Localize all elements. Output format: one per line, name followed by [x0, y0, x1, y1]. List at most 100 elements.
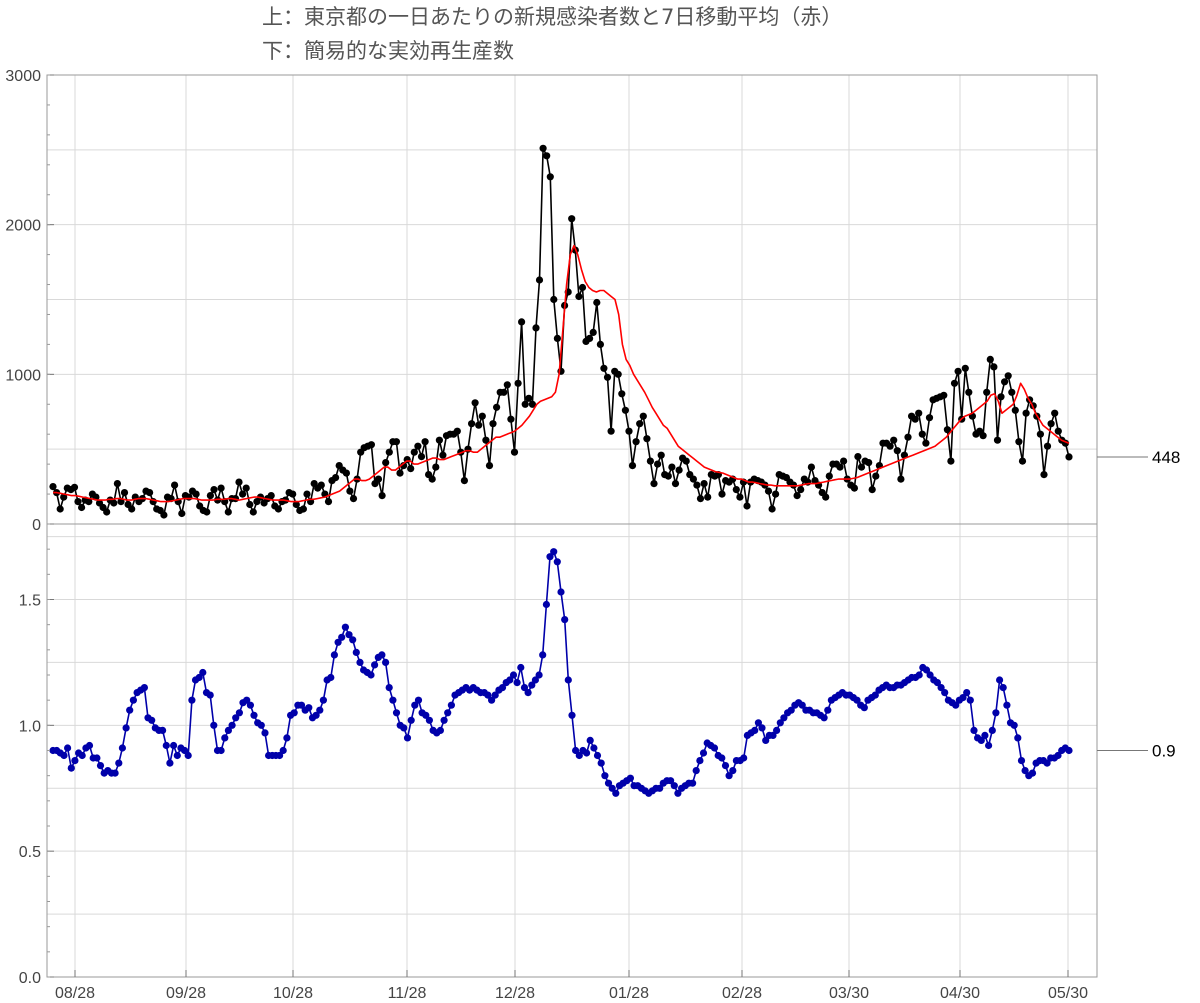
top-series-daily-cases-point-68: [292, 500, 300, 509]
top-series-daily-cases-point-108: [435, 436, 443, 444]
bottom-series-reproduction-number-point-72: [312, 711, 320, 719]
bottom-series-reproduction-number-point-252: [970, 726, 978, 735]
top-series-daily-cases-point-260: [979, 432, 987, 440]
bottom-series-reproduction-number-point-275: [1054, 751, 1062, 760]
bottom-callout-label: 0.9: [1152, 742, 1176, 761]
bottom-series-reproduction-number-point-96: [400, 724, 408, 732]
top-series-daily-cases-point-181: [696, 495, 705, 503]
bottom-series-reproduction-number-point-120: [488, 696, 496, 704]
top-series-daily-cases-point-46: [214, 496, 222, 504]
top-series-daily-cases-point-134: [528, 400, 537, 408]
top-series-daily-cases-point-91: [374, 475, 383, 483]
top-series-daily-cases-point-136: [535, 276, 544, 284]
bottom-series-reproduction-number-point-152: [604, 779, 613, 787]
top-series-daily-cases-point-175: [675, 466, 683, 474]
bottom-series-reproduction-number-point-211: [820, 714, 828, 722]
top-series-daily-cases-point-160: [621, 406, 630, 414]
top-series-daily-cases-point-268: [1008, 388, 1016, 396]
bottom-series-reproduction-number-point-78: [334, 638, 342, 646]
top-series-daily-cases-point-47: [217, 484, 225, 492]
bottom-series-reproduction-number-point-240: [926, 671, 934, 679]
top-series-daily-cases-point-192: [736, 493, 744, 501]
value-callouts: 448 0.9: [1097, 448, 1180, 761]
bottom-series-reproduction-number-point-263: [1010, 721, 1018, 729]
top-series-daily-cases-point-104: [421, 438, 429, 446]
bottom-series-reproduction-number-point-80: [341, 623, 349, 631]
bottom-series-reproduction-number-point-33: [170, 741, 178, 750]
bottom-series-reproduction-number-point-81: [345, 631, 353, 639]
bottom-series-reproduction-number-point-212: [824, 706, 832, 714]
top-series-daily-cases-point-263: [990, 363, 998, 371]
top-series-daily-cases-point-119: [475, 421, 483, 429]
bottom-series-reproduction-number-point-129: [520, 684, 529, 692]
chart-title-line-1: 上：東京都の一日あたりの新規感染者数と7日移動平均（赤）: [262, 5, 843, 29]
top-series-daily-cases-point-61: [267, 492, 275, 500]
bottom-series-reproduction-number-point-141: [564, 676, 572, 684]
top-series-daily-cases-point-2: [56, 505, 64, 513]
bottom-series-reproduction-number-point-205: [798, 701, 806, 709]
top-series-daily-cases-point-7: [74, 498, 82, 506]
bottom-series-reproduction-number-point-153: [608, 784, 616, 792]
top-series-daily-cases-point-161: [625, 427, 633, 435]
top-series-daily-cases-point-130: [514, 379, 522, 387]
bottom-series-reproduction-number-point-93: [389, 696, 397, 704]
bottom-series-reproduction-number-point-272: [1043, 759, 1051, 767]
top-series-daily-cases-point-22: [128, 505, 136, 513]
bottom-series-reproduction-number-point-4: [64, 744, 72, 752]
top-series-daily-cases-point-106: [428, 475, 436, 483]
top-series-daily-cases-point-92: [378, 492, 386, 500]
top-series-daily-cases-point-162: [628, 462, 637, 470]
top-series-daily-cases-point-151: [589, 328, 597, 336]
bottom-series-reproduction-number-point-254: [977, 736, 985, 745]
bottom-series-reproduction-number-point-66: [290, 709, 298, 717]
bottom-series-reproduction-number-point-178: [699, 749, 708, 757]
bottom-series-reproduction-number-point-278: [1065, 746, 1073, 755]
top-series-daily-cases-point-243: [918, 430, 926, 438]
bottom-series-reproduction-number-point-150: [597, 759, 605, 767]
top-series-daily-cases-point-252: [950, 379, 959, 387]
top-series-daily-cases-point-100: [407, 465, 415, 473]
bottom-series-reproduction-number-point-107: [440, 716, 448, 724]
bottom-series-reproduction-number-point-8: [78, 751, 86, 760]
top-series-daily-cases-point-266: [1001, 378, 1009, 386]
bottom-series-reproduction-number-point-135: [542, 600, 551, 609]
top-series-daily-cases-point-212: [807, 463, 816, 471]
bottom-series-reproduction-number-point-10: [85, 741, 94, 750]
bottom-series-reproduction-number-point-202: [787, 706, 795, 714]
top-series-daily-cases-point-284: [1065, 453, 1073, 461]
y-axis-top-tick-label-1: 1000: [5, 367, 41, 384]
top-series-daily-cases-point-187: [718, 490, 726, 498]
bottom-series-reproduction-number-point-134: [539, 651, 547, 659]
top-series-daily-cases-point-15: [103, 508, 111, 516]
top-series-daily-cases-point-163: [632, 438, 640, 446]
top-series-daily-cases-point-128: [507, 415, 515, 423]
bottom-series-reproduction-number-point-247: [952, 701, 960, 709]
grid-lines: [47, 75, 1097, 977]
bottom-series-reproduction-number-point-261: [1003, 701, 1011, 709]
top-series-daily-cases-point-56: [249, 508, 257, 516]
top-series-daily-cases-point-234: [886, 442, 894, 450]
bottom-series-reproduction-number-point-257: [988, 726, 996, 735]
bottom-series-reproduction-number-point-102: [422, 711, 430, 719]
bottom-series-reproduction-number-point-94: [392, 709, 401, 717]
bottom-series-reproduction-number-point-32: [166, 759, 174, 767]
top-series-daily-cases-line: [52, 147, 1070, 516]
top-series-daily-cases-point-83: [346, 487, 354, 495]
bottom-series-reproduction-number-point-70: [305, 704, 313, 712]
top-series-daily-cases-point-251: [947, 457, 955, 465]
bottom-series-reproduction-number-point-46: [217, 746, 225, 755]
bottom-series-reproduction-number-point-106: [436, 726, 444, 735]
bottom-series-reproduction-number-point-19: [118, 744, 126, 752]
top-series-daily-cases-point-84: [349, 495, 358, 503]
bottom-series-reproduction-number-point-149: [593, 751, 602, 760]
bottom-series-reproduction-number-point-222: [860, 704, 868, 712]
top-series-daily-cases-point-126: [500, 388, 508, 396]
bottom-series-reproduction-number-point-103: [425, 716, 433, 724]
top-series-daily-cases-point-280: [1051, 409, 1059, 417]
top-series-daily-cases-point-132: [521, 400, 529, 408]
top-series-daily-cases-point-239: [904, 433, 912, 441]
bottom-series-reproduction-number-point-154: [612, 789, 620, 797]
bottom-series-reproduction-number-point-171: [674, 789, 682, 797]
top-series-daily-cases-point-180: [693, 481, 701, 489]
bottom-series-reproduction-number-point-256: [985, 741, 993, 750]
